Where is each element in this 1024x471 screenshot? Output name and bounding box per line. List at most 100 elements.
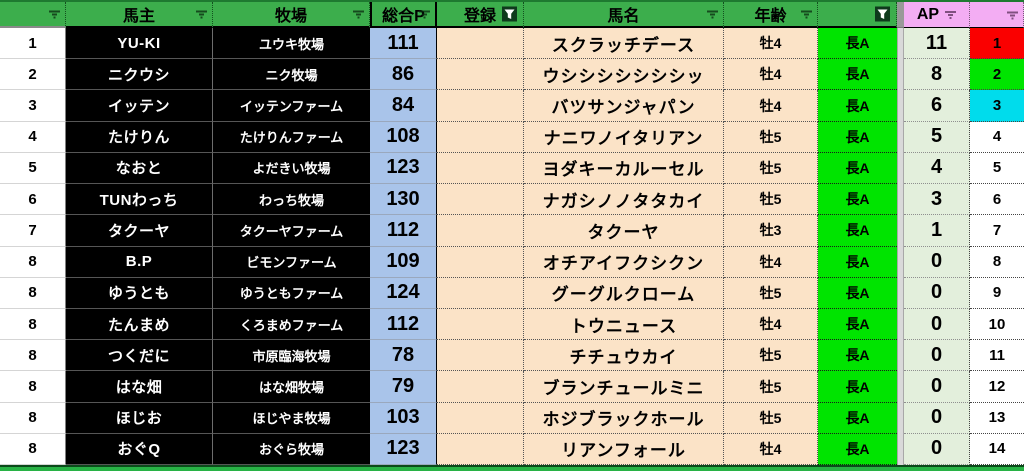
registration-cell[interactable] bbox=[437, 433, 524, 466]
ap-rank-cell[interactable]: 2 bbox=[970, 59, 1024, 91]
farm-cell[interactable]: タクーヤファーム bbox=[213, 215, 370, 247]
farm-cell[interactable]: ユウキ牧場 bbox=[213, 28, 370, 60]
ap-rank-cell[interactable]: 10 bbox=[970, 308, 1024, 341]
registration-cell[interactable] bbox=[437, 371, 524, 403]
ap-rank-cell[interactable]: 14 bbox=[970, 433, 1024, 466]
class-cell[interactable]: 長A bbox=[818, 246, 897, 278]
filter-active-icon[interactable] bbox=[502, 6, 517, 22]
rank-cell[interactable]: 3 bbox=[0, 90, 66, 122]
ap-cell[interactable]: 0 bbox=[904, 246, 970, 278]
ap-rank-cell[interactable]: 4 bbox=[970, 121, 1024, 153]
header-farm[interactable]: 牧場 bbox=[213, 2, 370, 28]
header-horse-name[interactable]: 馬名 bbox=[524, 2, 724, 28]
ap-cell[interactable]: 0 bbox=[904, 340, 970, 372]
header-age[interactable]: 年齢 bbox=[724, 2, 818, 28]
horse-name-cell[interactable]: スクラッチデース bbox=[524, 28, 724, 60]
horse-name-cell[interactable]: ナガシノノタタカイ bbox=[524, 184, 724, 216]
owner-cell[interactable]: たんまめ bbox=[66, 308, 213, 341]
filter-dropdown-icon[interactable] bbox=[801, 10, 812, 19]
total-points-cell[interactable]: 79 bbox=[370, 371, 437, 403]
horse-name-cell[interactable]: トウニュース bbox=[524, 308, 724, 341]
age-cell[interactable]: 牡5 bbox=[724, 184, 818, 216]
class-cell[interactable]: 長A bbox=[818, 121, 897, 153]
filter-dropdown-icon[interactable] bbox=[945, 10, 957, 19]
age-cell[interactable]: 牡4 bbox=[724, 308, 818, 341]
rank-cell[interactable]: 7 bbox=[0, 215, 66, 247]
farm-cell[interactable]: くろまめファーム bbox=[213, 308, 370, 341]
rank-cell[interactable]: 8 bbox=[0, 402, 66, 434]
total-points-cell[interactable]: 112 bbox=[370, 215, 437, 247]
filter-dropdown-icon[interactable] bbox=[707, 10, 718, 19]
rank-cell[interactable]: 8 bbox=[0, 433, 66, 466]
ap-rank-cell[interactable]: 1 bbox=[970, 28, 1024, 60]
registration-cell[interactable] bbox=[437, 90, 524, 122]
ap-cell[interactable]: 5 bbox=[904, 121, 970, 153]
farm-cell[interactable]: ほじやま牧場 bbox=[213, 402, 370, 434]
total-points-cell[interactable]: 84 bbox=[370, 90, 437, 122]
registration-cell[interactable] bbox=[437, 59, 524, 91]
total-points-cell[interactable]: 108 bbox=[370, 121, 437, 153]
horse-name-cell[interactable]: バツサンジャパン bbox=[524, 90, 724, 122]
registration-cell[interactable] bbox=[437, 28, 524, 60]
age-cell[interactable]: 牡4 bbox=[724, 246, 818, 278]
class-cell[interactable]: 長A bbox=[818, 308, 897, 341]
age-cell[interactable]: 牡5 bbox=[724, 340, 818, 372]
class-cell[interactable]: 長A bbox=[818, 433, 897, 466]
ap-cell[interactable]: 1 bbox=[904, 215, 970, 247]
ap-cell[interactable]: 0 bbox=[904, 308, 970, 341]
farm-cell[interactable]: ニク牧場 bbox=[213, 59, 370, 91]
header-class[interactable] bbox=[818, 2, 897, 28]
farm-cell[interactable]: ゆうともファーム bbox=[213, 277, 370, 309]
age-cell[interactable]: 牡4 bbox=[724, 59, 818, 91]
ap-rank-cell[interactable]: 3 bbox=[970, 90, 1024, 122]
rank-cell[interactable]: 8 bbox=[0, 277, 66, 309]
ap-cell[interactable]: 6 bbox=[904, 90, 970, 122]
owner-cell[interactable]: おぐQ bbox=[66, 433, 213, 466]
class-cell[interactable]: 長A bbox=[818, 90, 897, 122]
filter-dropdown-icon[interactable] bbox=[49, 10, 60, 19]
ap-rank-cell[interactable]: 13 bbox=[970, 402, 1024, 434]
ap-rank-cell[interactable]: 5 bbox=[970, 152, 1024, 185]
owner-cell[interactable]: YU-KI bbox=[66, 28, 213, 60]
registration-cell[interactable] bbox=[437, 308, 524, 341]
age-cell[interactable]: 牡3 bbox=[724, 215, 818, 247]
registration-cell[interactable] bbox=[437, 184, 524, 216]
horse-name-cell[interactable]: オチアイフクシクン bbox=[524, 246, 724, 278]
registration-cell[interactable] bbox=[437, 121, 524, 153]
horse-name-cell[interactable]: ブランチュールミニ bbox=[524, 371, 724, 403]
farm-cell[interactable]: 市原臨海牧場 bbox=[213, 340, 370, 372]
total-points-cell[interactable]: 123 bbox=[370, 433, 437, 466]
owner-cell[interactable]: はな畑 bbox=[66, 371, 213, 403]
header-ap[interactable]: AP bbox=[904, 2, 970, 28]
filter-dropdown-icon[interactable] bbox=[353, 10, 364, 19]
ap-rank-cell[interactable]: 12 bbox=[970, 371, 1024, 403]
ap-cell[interactable]: 0 bbox=[904, 371, 970, 403]
ap-cell[interactable]: 0 bbox=[904, 433, 970, 466]
filter-dropdown-icon[interactable] bbox=[196, 10, 207, 19]
owner-cell[interactable]: TUNわっち bbox=[66, 184, 213, 216]
ap-cell[interactable]: 0 bbox=[904, 402, 970, 434]
owner-cell[interactable]: たけりん bbox=[66, 121, 213, 153]
rank-cell[interactable]: 2 bbox=[0, 59, 66, 91]
age-cell[interactable]: 牡5 bbox=[724, 121, 818, 153]
total-points-cell[interactable]: 130 bbox=[370, 184, 437, 216]
class-cell[interactable]: 長A bbox=[818, 402, 897, 434]
total-points-cell[interactable]: 109 bbox=[370, 246, 437, 278]
horse-name-cell[interactable]: ホジブラックホール bbox=[524, 402, 724, 434]
rank-cell[interactable]: 8 bbox=[0, 246, 66, 278]
owner-cell[interactable]: つくだに bbox=[66, 340, 213, 372]
horse-name-cell[interactable]: ウシシシシシシシッ bbox=[524, 59, 724, 91]
header-rank[interactable] bbox=[0, 2, 66, 28]
filter-dropdown-icon[interactable] bbox=[419, 10, 430, 19]
rank-cell[interactable]: 8 bbox=[0, 371, 66, 403]
age-cell[interactable]: 牡4 bbox=[724, 90, 818, 122]
class-cell[interactable]: 長A bbox=[818, 340, 897, 372]
age-cell[interactable]: 牡5 bbox=[724, 371, 818, 403]
registration-cell[interactable] bbox=[437, 340, 524, 372]
ap-cell[interactable]: 11 bbox=[904, 28, 970, 60]
farm-cell[interactable]: よだきい牧場 bbox=[213, 152, 370, 185]
total-points-cell[interactable]: 112 bbox=[370, 308, 437, 341]
class-cell[interactable]: 長A bbox=[818, 59, 897, 91]
header-registration[interactable]: 登録 bbox=[437, 2, 524, 28]
rank-cell[interactable]: 8 bbox=[0, 340, 66, 372]
